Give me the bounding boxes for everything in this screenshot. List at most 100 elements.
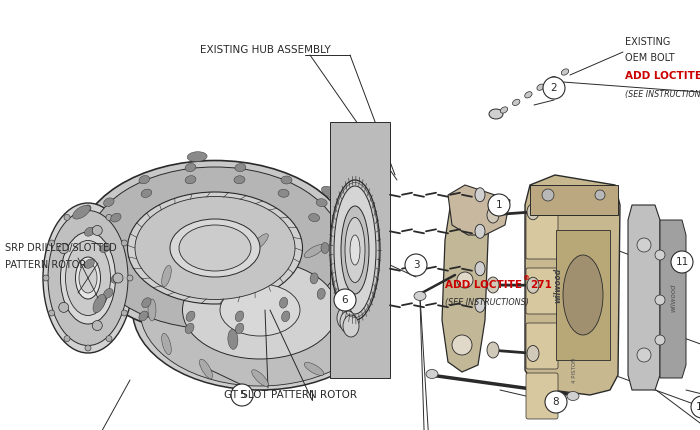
Ellipse shape [252, 234, 268, 250]
Circle shape [48, 310, 55, 316]
Ellipse shape [185, 323, 194, 334]
Ellipse shape [561, 69, 568, 75]
Polygon shape [628, 205, 660, 390]
Ellipse shape [199, 241, 213, 261]
Ellipse shape [512, 99, 520, 105]
Circle shape [127, 275, 133, 281]
Ellipse shape [88, 167, 342, 329]
Ellipse shape [334, 186, 376, 314]
Ellipse shape [135, 197, 295, 300]
Circle shape [334, 289, 356, 311]
Circle shape [106, 336, 112, 341]
Circle shape [64, 336, 70, 341]
Ellipse shape [139, 311, 148, 321]
Circle shape [64, 215, 70, 221]
Text: 4 PISTON: 4 PISTON [571, 357, 577, 383]
Circle shape [106, 215, 112, 221]
Polygon shape [448, 185, 510, 235]
Ellipse shape [537, 84, 545, 90]
Ellipse shape [527, 345, 539, 362]
Ellipse shape [343, 315, 359, 337]
Polygon shape [530, 185, 618, 215]
Circle shape [458, 210, 478, 230]
Circle shape [59, 302, 69, 312]
Ellipse shape [252, 370, 268, 386]
FancyBboxPatch shape [526, 373, 558, 419]
Text: OEM BOLT: OEM BOLT [625, 53, 675, 63]
Ellipse shape [85, 259, 95, 268]
Text: (SEE INSTRUCTIONS): (SEE INSTRUCTIONS) [445, 298, 529, 307]
Text: 1: 1 [496, 200, 503, 210]
Ellipse shape [563, 255, 603, 335]
Ellipse shape [342, 275, 356, 292]
Circle shape [231, 384, 253, 406]
Ellipse shape [162, 265, 172, 287]
Text: EXISTING: EXISTING [625, 37, 671, 47]
Ellipse shape [183, 261, 337, 359]
Ellipse shape [234, 176, 245, 184]
Text: 2: 2 [551, 83, 557, 93]
Ellipse shape [279, 297, 288, 308]
Polygon shape [442, 188, 490, 372]
Ellipse shape [43, 203, 133, 353]
Ellipse shape [148, 299, 156, 321]
Ellipse shape [100, 243, 110, 252]
Ellipse shape [309, 214, 320, 222]
Ellipse shape [487, 277, 499, 293]
Text: 6: 6 [342, 295, 349, 305]
Ellipse shape [475, 224, 485, 238]
Ellipse shape [170, 219, 260, 277]
Ellipse shape [475, 188, 485, 202]
FancyBboxPatch shape [526, 213, 558, 259]
Text: 12: 12 [695, 402, 700, 412]
Circle shape [655, 250, 665, 260]
Polygon shape [556, 230, 610, 360]
Ellipse shape [527, 204, 539, 220]
Text: GT SLOT PATTERN ROTOR: GT SLOT PATTERN ROTOR [223, 390, 356, 400]
Ellipse shape [235, 311, 244, 322]
Circle shape [543, 77, 565, 99]
Text: EXISTING HUB ASSEMBLY: EXISTING HUB ASSEMBLY [200, 45, 330, 55]
Ellipse shape [527, 277, 539, 293]
Ellipse shape [185, 163, 196, 172]
Polygon shape [330, 122, 390, 378]
Ellipse shape [104, 289, 113, 298]
Ellipse shape [426, 369, 438, 378]
Text: SRP DRILLED/SLOTTED: SRP DRILLED/SLOTTED [5, 243, 117, 253]
Ellipse shape [220, 284, 300, 336]
Circle shape [542, 189, 554, 201]
Text: wilwood: wilwood [670, 284, 676, 312]
Text: 271: 271 [530, 280, 552, 290]
Circle shape [545, 391, 567, 413]
Ellipse shape [185, 176, 196, 184]
Circle shape [452, 335, 472, 355]
Ellipse shape [79, 263, 97, 293]
Circle shape [595, 190, 605, 200]
Ellipse shape [337, 307, 353, 329]
Text: ADD LOCTITE: ADD LOCTITE [625, 71, 700, 81]
Circle shape [655, 295, 665, 305]
Circle shape [671, 251, 693, 273]
Circle shape [121, 240, 127, 246]
Ellipse shape [140, 234, 380, 386]
Ellipse shape [76, 257, 101, 299]
Ellipse shape [330, 180, 380, 320]
Circle shape [488, 194, 510, 216]
Circle shape [59, 244, 69, 254]
Ellipse shape [567, 391, 579, 400]
Text: 8: 8 [553, 397, 559, 407]
Circle shape [405, 254, 427, 276]
Circle shape [48, 240, 55, 246]
Ellipse shape [104, 198, 114, 206]
Ellipse shape [304, 362, 323, 375]
Ellipse shape [549, 77, 557, 83]
FancyBboxPatch shape [526, 268, 558, 314]
Ellipse shape [350, 235, 360, 265]
Ellipse shape [85, 227, 95, 236]
Text: 5: 5 [239, 390, 245, 400]
Ellipse shape [73, 205, 90, 219]
Ellipse shape [345, 218, 365, 283]
Ellipse shape [321, 186, 340, 199]
Ellipse shape [111, 213, 121, 222]
Ellipse shape [414, 292, 426, 301]
